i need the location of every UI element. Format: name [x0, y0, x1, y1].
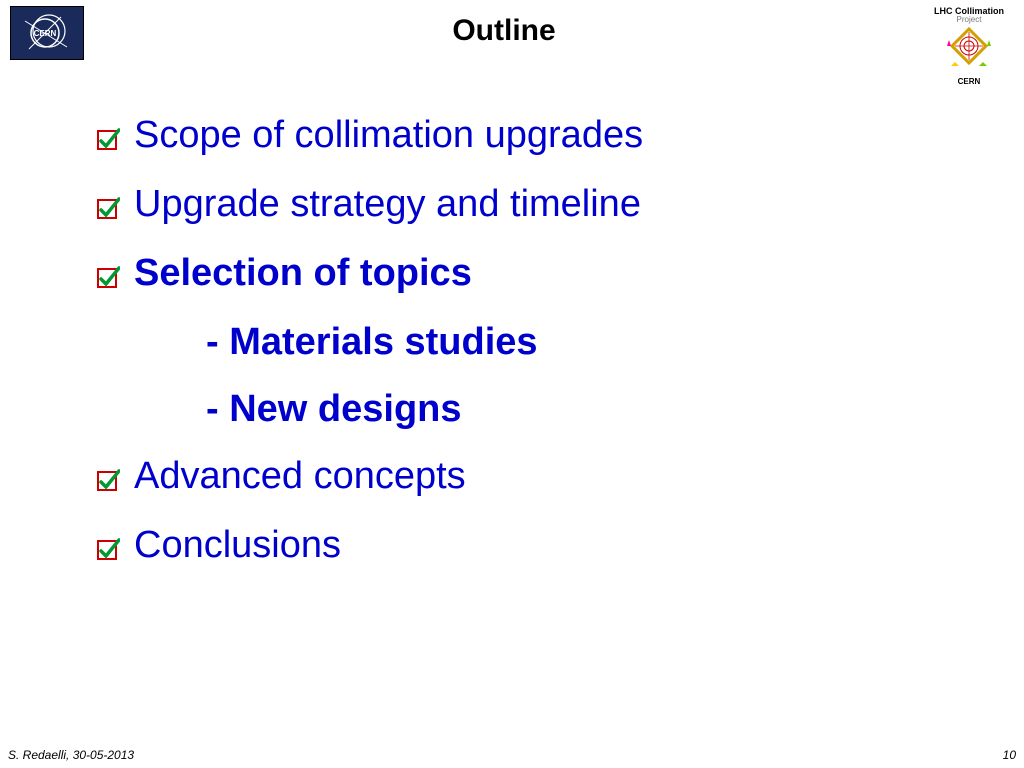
- cern-logo: CERN: [10, 6, 84, 60]
- proj-logo-line2: Project: [924, 15, 1014, 24]
- outline-content: Scope of collimation upgrades Upgrade st…: [0, 86, 1024, 567]
- slide-header: CERN Outline LHC Collimation Project CER…: [0, 0, 1024, 86]
- outline-item: Scope of collimation upgrades: [96, 114, 1024, 157]
- checkbox-checked-icon: [96, 265, 120, 289]
- outline-subitem-text: - New designs: [206, 388, 462, 430]
- outline-item: Selection of topics: [96, 252, 1024, 295]
- checkbox-checked-icon: [96, 196, 120, 220]
- outline-item-text: Conclusions: [134, 524, 341, 567]
- checkbox-checked-icon: [96, 468, 120, 492]
- checkbox-checked-icon: [96, 537, 120, 561]
- proj-logo-icon: [945, 26, 993, 70]
- outline-item-text: Advanced concepts: [134, 455, 466, 498]
- outline-subitem: - Materials studies: [206, 321, 1024, 364]
- checkbox-checked-icon: [96, 127, 120, 151]
- slide-title: Outline: [84, 6, 924, 48]
- outline-item: Conclusions: [96, 524, 1024, 567]
- outline-item: Upgrade strategy and timeline: [96, 183, 1024, 226]
- footer-page-number: 10: [1003, 748, 1016, 762]
- outline-item-text: Scope of collimation upgrades: [134, 114, 643, 157]
- proj-logo-line3: CERN: [924, 77, 1014, 86]
- outline-item-text: Upgrade strategy and timeline: [134, 183, 641, 226]
- outline-subitem: - New designs: [206, 388, 1024, 431]
- svg-text:CERN: CERN: [34, 29, 57, 38]
- footer-author-date: S. Redaelli, 30-05-2013: [8, 748, 134, 762]
- outline-item: Advanced concepts: [96, 455, 1024, 498]
- collimation-project-logo: LHC Collimation Project CERN: [924, 6, 1014, 86]
- slide-footer: S. Redaelli, 30-05-2013 10: [8, 748, 1016, 762]
- outline-item-text: Selection of topics: [134, 252, 472, 295]
- outline-subitem-text: - Materials studies: [206, 321, 538, 363]
